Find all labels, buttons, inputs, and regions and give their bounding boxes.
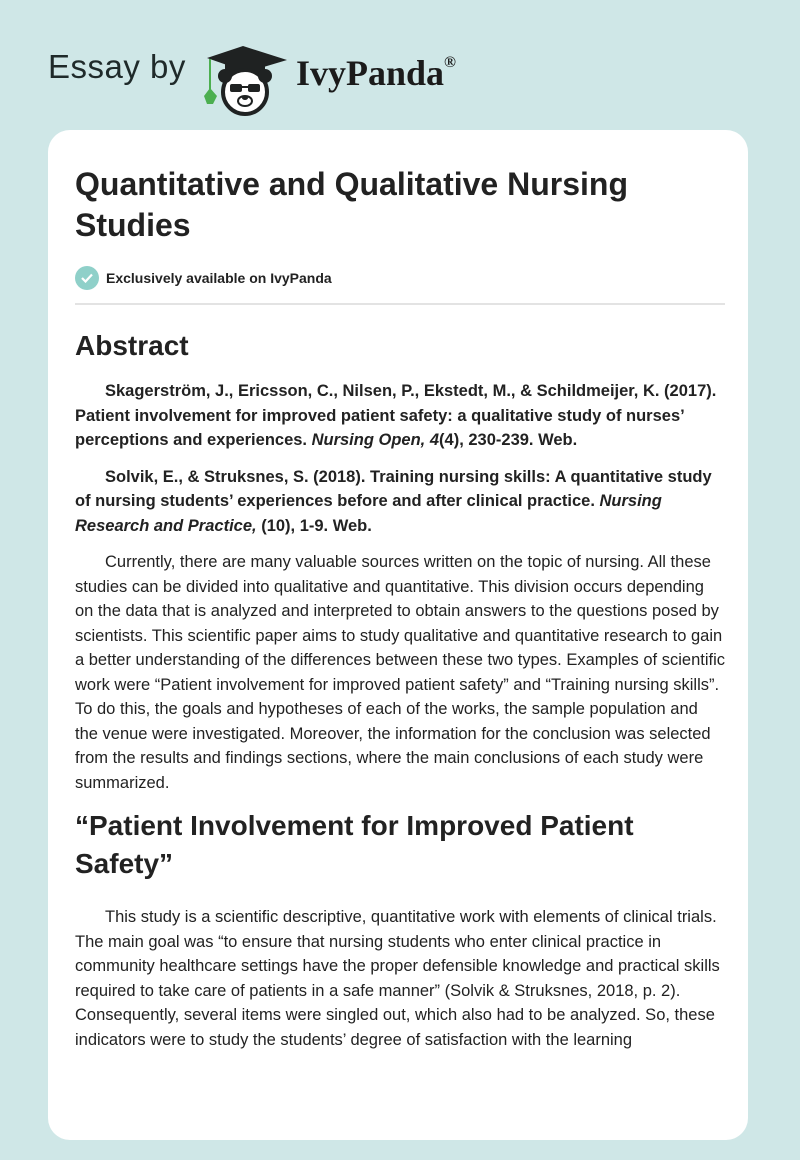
reference-1: Skagerström, J., Ericsson, C., Nilsen, P… [75,379,725,453]
body-paragraph: This study is a scientific descriptive, … [75,908,720,1049]
reference-text: (10), 1-9. Web. [256,516,372,535]
abstract-paragraph: Currently, there are many valuable sourc… [75,553,725,792]
exclusive-badge: Exclusively available on IvyPanda [75,266,725,290]
site-header: Essay by IvyPanda® [0,30,800,116]
ivypanda-logo-icon[interactable] [203,46,287,121]
section-heading-patient-involvement: “Patient Involvement for Improved Patien… [75,810,634,879]
section-heading-abstract: Abstract [75,330,189,361]
reference-text: (4), 230-239. Web. [439,431,578,449]
brand-name[interactable]: IvyPanda® [296,52,456,94]
exclusive-label: Exclusively available on IvyPanda [106,270,332,286]
essay-by-label: Essay by [48,48,186,85]
registered-mark: ® [444,54,456,71]
brand-text: IvyPanda [296,53,445,93]
divider [75,303,725,305]
reference-2: Solvik, E., & Struksnes, S. (2018). Trai… [75,465,725,539]
reference-text: Solvik, E., & Struksnes, S. (2018). Trai… [75,467,712,511]
reference-journal: Nursing Research and Practice, [75,492,662,535]
check-icon [75,266,99,290]
reference-journal: Nursing Open, 4 [311,431,440,449]
essay-card: Quantitative and Qualitative Nursing Stu… [48,130,748,1140]
reference-text: Skagerström, J., Ericsson, C., Nilsen, P… [75,382,717,449]
page-title: Quantitative and Qualitative Nursing Stu… [75,166,628,243]
